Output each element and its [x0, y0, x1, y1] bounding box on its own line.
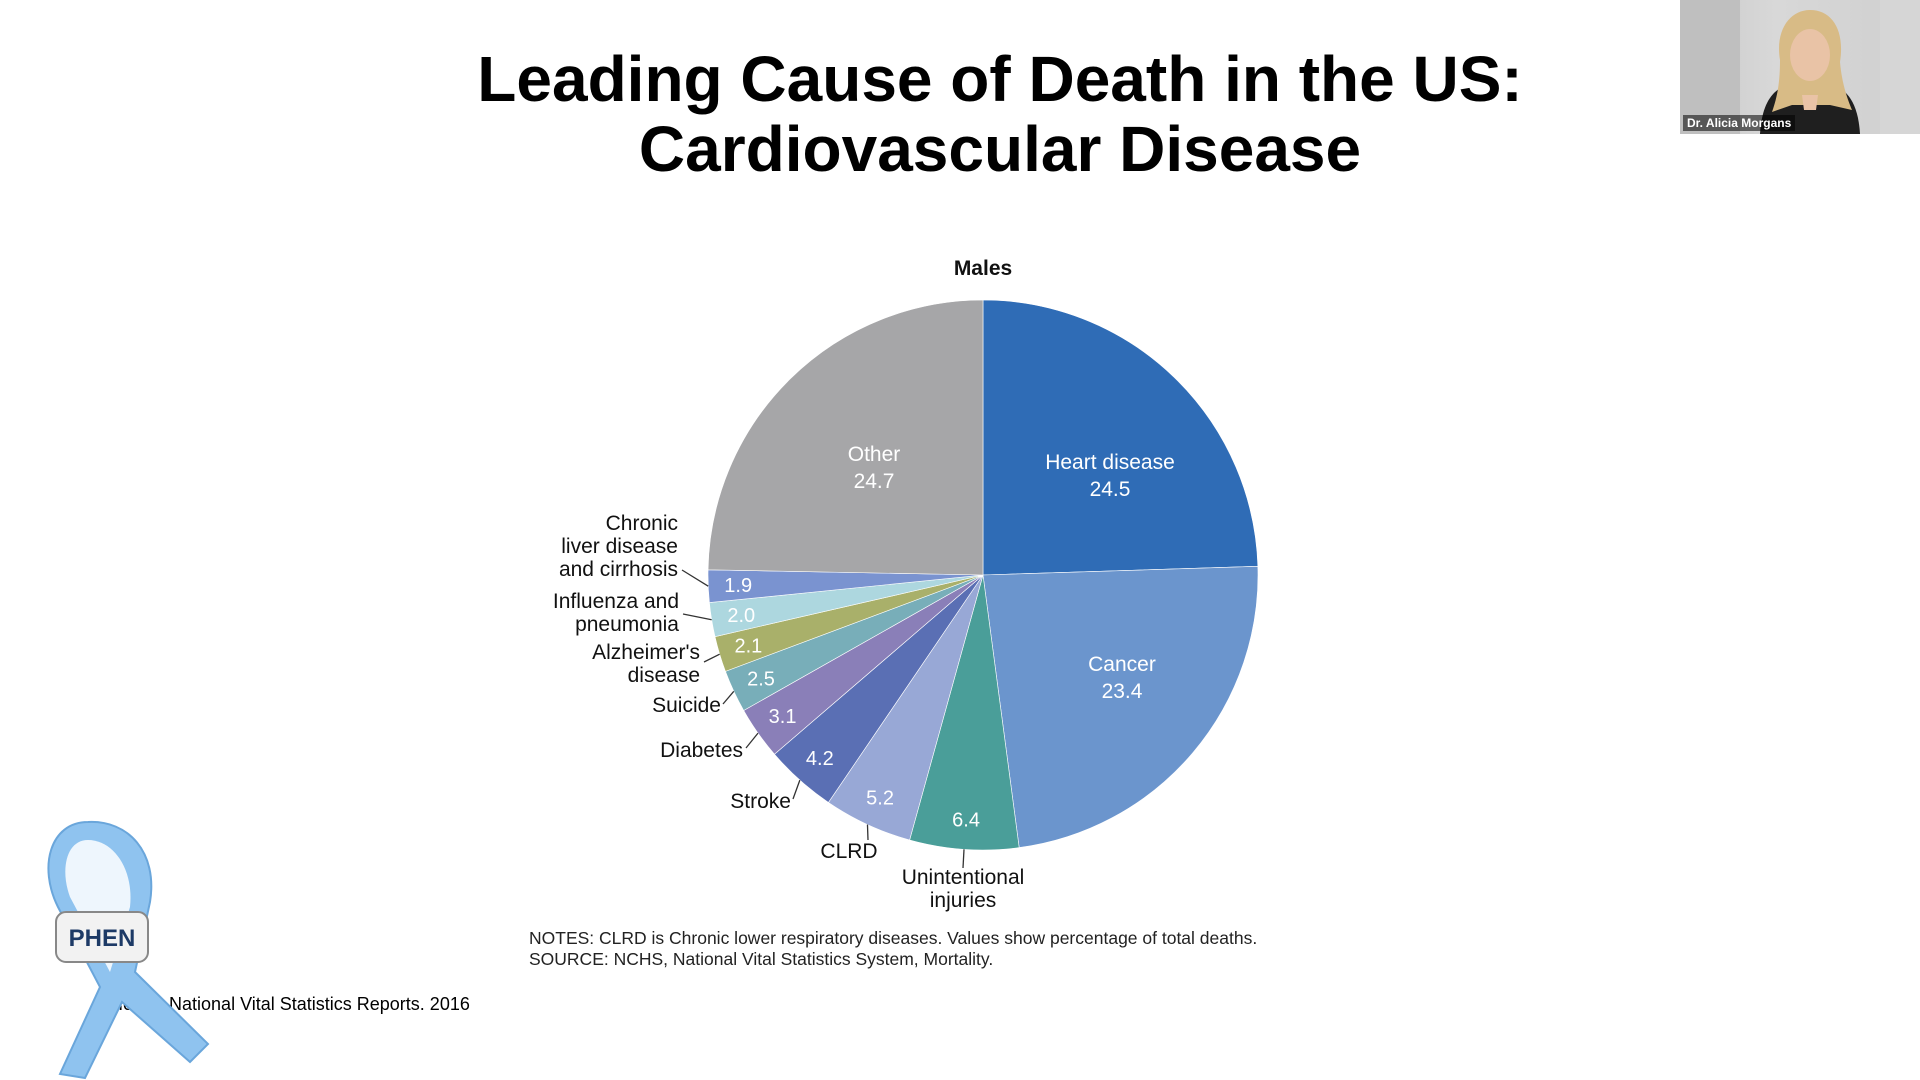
- slice-value-label: 5.2: [866, 787, 894, 809]
- leader-line: [792, 779, 801, 800]
- slice-value-label: 24.7: [854, 470, 895, 493]
- leader-line: [722, 690, 735, 705]
- slice-value-label: 23.4: [1102, 680, 1143, 703]
- slice-value-label: 2.0: [727, 605, 755, 627]
- slice-category-label: Chronic liver disease and cirrhosis: [559, 512, 678, 581]
- slice-category-label: Other: [848, 443, 901, 466]
- slice-category-label: Unintentional injuries: [902, 866, 1025, 912]
- citation: Heron, National Vital Statistics Reports…: [110, 994, 470, 1014]
- leader-line: [682, 613, 712, 621]
- slide-title: Leading Cause of Death in the US: Cardio…: [400, 44, 1600, 184]
- slice-category-label: CLRD: [820, 840, 877, 863]
- chart-title: Males: [954, 257, 1012, 280]
- slice-value-label: 2.1: [734, 636, 762, 658]
- source-line: SOURCE: NCHS, National Vital Statistics …: [529, 949, 994, 969]
- slide-title-line-1: Leading Cause of Death in the US:: [477, 43, 1523, 115]
- slice-label: Heart disease 24.5: [1045, 451, 1175, 501]
- slice-value-label: 6.4: [952, 809, 980, 831]
- participant-name: Dr. Alicia Morgans: [1683, 115, 1796, 131]
- leader-line: [962, 849, 965, 869]
- slice-value-label: 24.5: [1090, 478, 1131, 501]
- logo-text: PHEN: [69, 925, 136, 952]
- notes-line: NOTES: CLRD is Chronic lower respiratory…: [529, 928, 1258, 948]
- slice-category-label: Cancer: [1088, 653, 1156, 676]
- slice-category-label: Alzheimer's disease: [592, 641, 700, 687]
- pie-slices: [707, 299, 1259, 851]
- slice-category-label: Diabetes: [660, 739, 743, 762]
- leader-line: [745, 732, 759, 749]
- slice-category-label: Heart disease: [1045, 451, 1175, 474]
- chart-notes: NOTES: CLRD is Chronic lower respiratory…: [529, 928, 1257, 970]
- pie-labels: Heart disease 24.5 Cancer 23.4 6.4 Unintentio…: [553, 443, 1175, 912]
- participant-video: [1680, 0, 1920, 134]
- pie-slice-heart-disease: [982, 299, 1259, 576]
- slice-value-label: 2.5: [747, 669, 775, 691]
- leader-line: [866, 824, 869, 841]
- leader-line: [703, 653, 720, 663]
- slice-value-label: 1.9: [724, 575, 752, 597]
- slice-category-label: Influenza and pneumonia: [553, 590, 679, 636]
- slide-title-line-2: Cardiovascular Disease: [638, 113, 1362, 185]
- pie-slice-unintentional-injuries: [909, 574, 1020, 851]
- slice-category-label: Stroke: [730, 790, 791, 813]
- slice-value-label: 3.1: [769, 706, 797, 728]
- slice-category-label: Suicide: [652, 694, 721, 717]
- slice-label: Other 24.7: [848, 443, 901, 493]
- slice-value-label: 4.2: [806, 748, 834, 770]
- slice-label: Cancer 23.4: [1088, 653, 1156, 703]
- webcam-video-tile[interactable]: Dr. Alicia Morgans: [1680, 0, 1920, 134]
- pie-slice-other: [707, 299, 984, 576]
- awareness-ribbon-logo: PHEN: [47, 820, 210, 1080]
- pie-slice-cancer: [982, 566, 1259, 848]
- leader-line: [681, 569, 709, 587]
